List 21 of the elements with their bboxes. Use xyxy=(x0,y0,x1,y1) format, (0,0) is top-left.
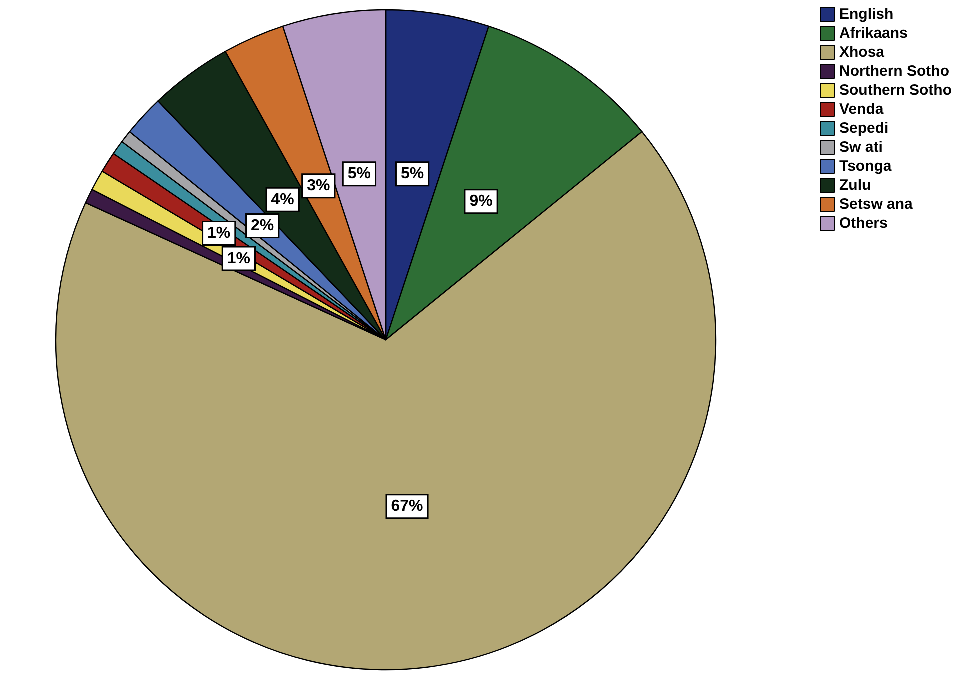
legend-label: Tsonga xyxy=(840,158,892,175)
data-label: 9% xyxy=(470,193,493,210)
data-label: 1% xyxy=(208,224,231,242)
data-label: 67% xyxy=(391,498,424,516)
legend-label: Xhosa xyxy=(840,44,886,61)
legend-label: Afrikaans xyxy=(840,25,908,42)
legend-label: English xyxy=(840,6,894,23)
data-label: 5% xyxy=(348,166,372,183)
data-label: 2% xyxy=(251,218,274,235)
legend-label: Sw ati xyxy=(840,139,883,156)
legend-label: Setsw ana xyxy=(840,196,914,213)
legend-label: Southern Sotho xyxy=(840,82,952,99)
legend-label: Zulu xyxy=(840,177,872,194)
data-label: 3% xyxy=(307,178,330,195)
data-label: 5% xyxy=(400,166,424,183)
legend-label: Others xyxy=(840,215,888,232)
data-label: 4% xyxy=(271,191,294,208)
legend-label: Venda xyxy=(840,101,884,118)
data-label: 1% xyxy=(227,250,250,268)
legend-label: Northern Sotho xyxy=(840,63,950,80)
legend-label: Sepedi xyxy=(840,120,889,137)
